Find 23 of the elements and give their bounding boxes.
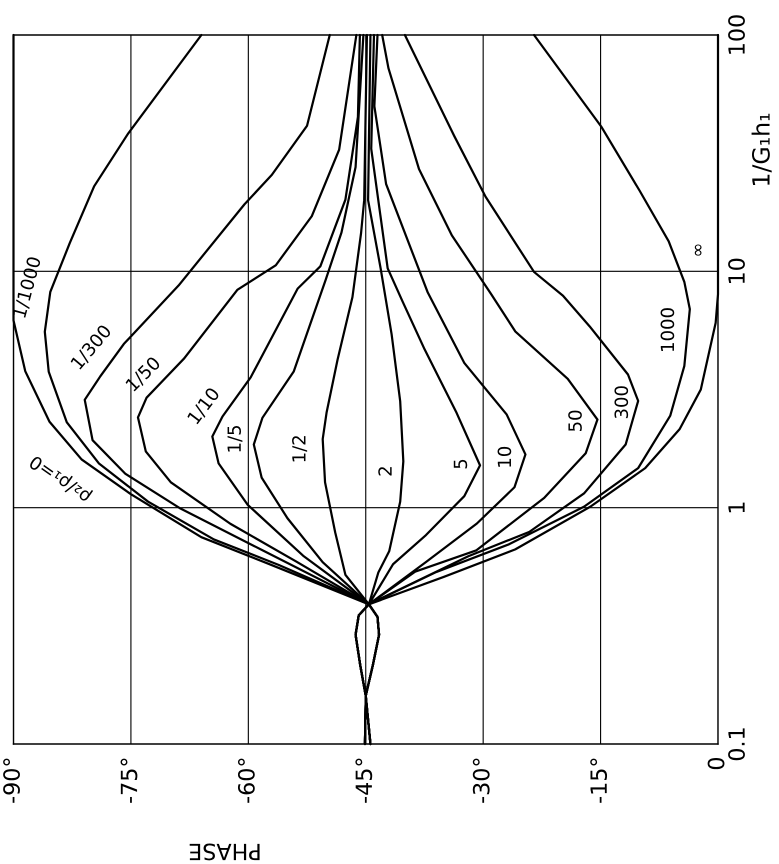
annotation: 1/1000 (12, 256, 42, 318)
y-axis-title: 1/G₁h₁ (752, 114, 772, 185)
x-tick-label: -75° (120, 758, 138, 803)
x-tick-label: 0 (708, 758, 724, 770)
annotation: 1/2 (292, 436, 308, 462)
x-tick-label: -15° (590, 758, 608, 803)
annotation: 5 (454, 460, 468, 468)
annotation: 1/5 (228, 426, 242, 452)
annotation: ∞ (694, 244, 702, 256)
x-tick-label: -60° (238, 758, 255, 803)
x-tick-label: -90° (3, 758, 20, 803)
annotation: 1000 (660, 308, 674, 351)
y-tick-label: 0.1 (728, 728, 745, 760)
x-tick-label: -45° (355, 758, 372, 803)
annotation: 2 (378, 467, 392, 476)
y-tick-label: 1 (728, 502, 745, 512)
y-tick-label: 10 (728, 258, 745, 284)
x-axis-title: PHASE (190, 844, 260, 860)
annotation: 10 (498, 446, 512, 467)
x-tick-label: -30° (472, 758, 490, 803)
annotation: 50 (568, 410, 582, 432)
annotation: 300 (614, 386, 628, 418)
y-tick-label: 100 (728, 15, 745, 54)
